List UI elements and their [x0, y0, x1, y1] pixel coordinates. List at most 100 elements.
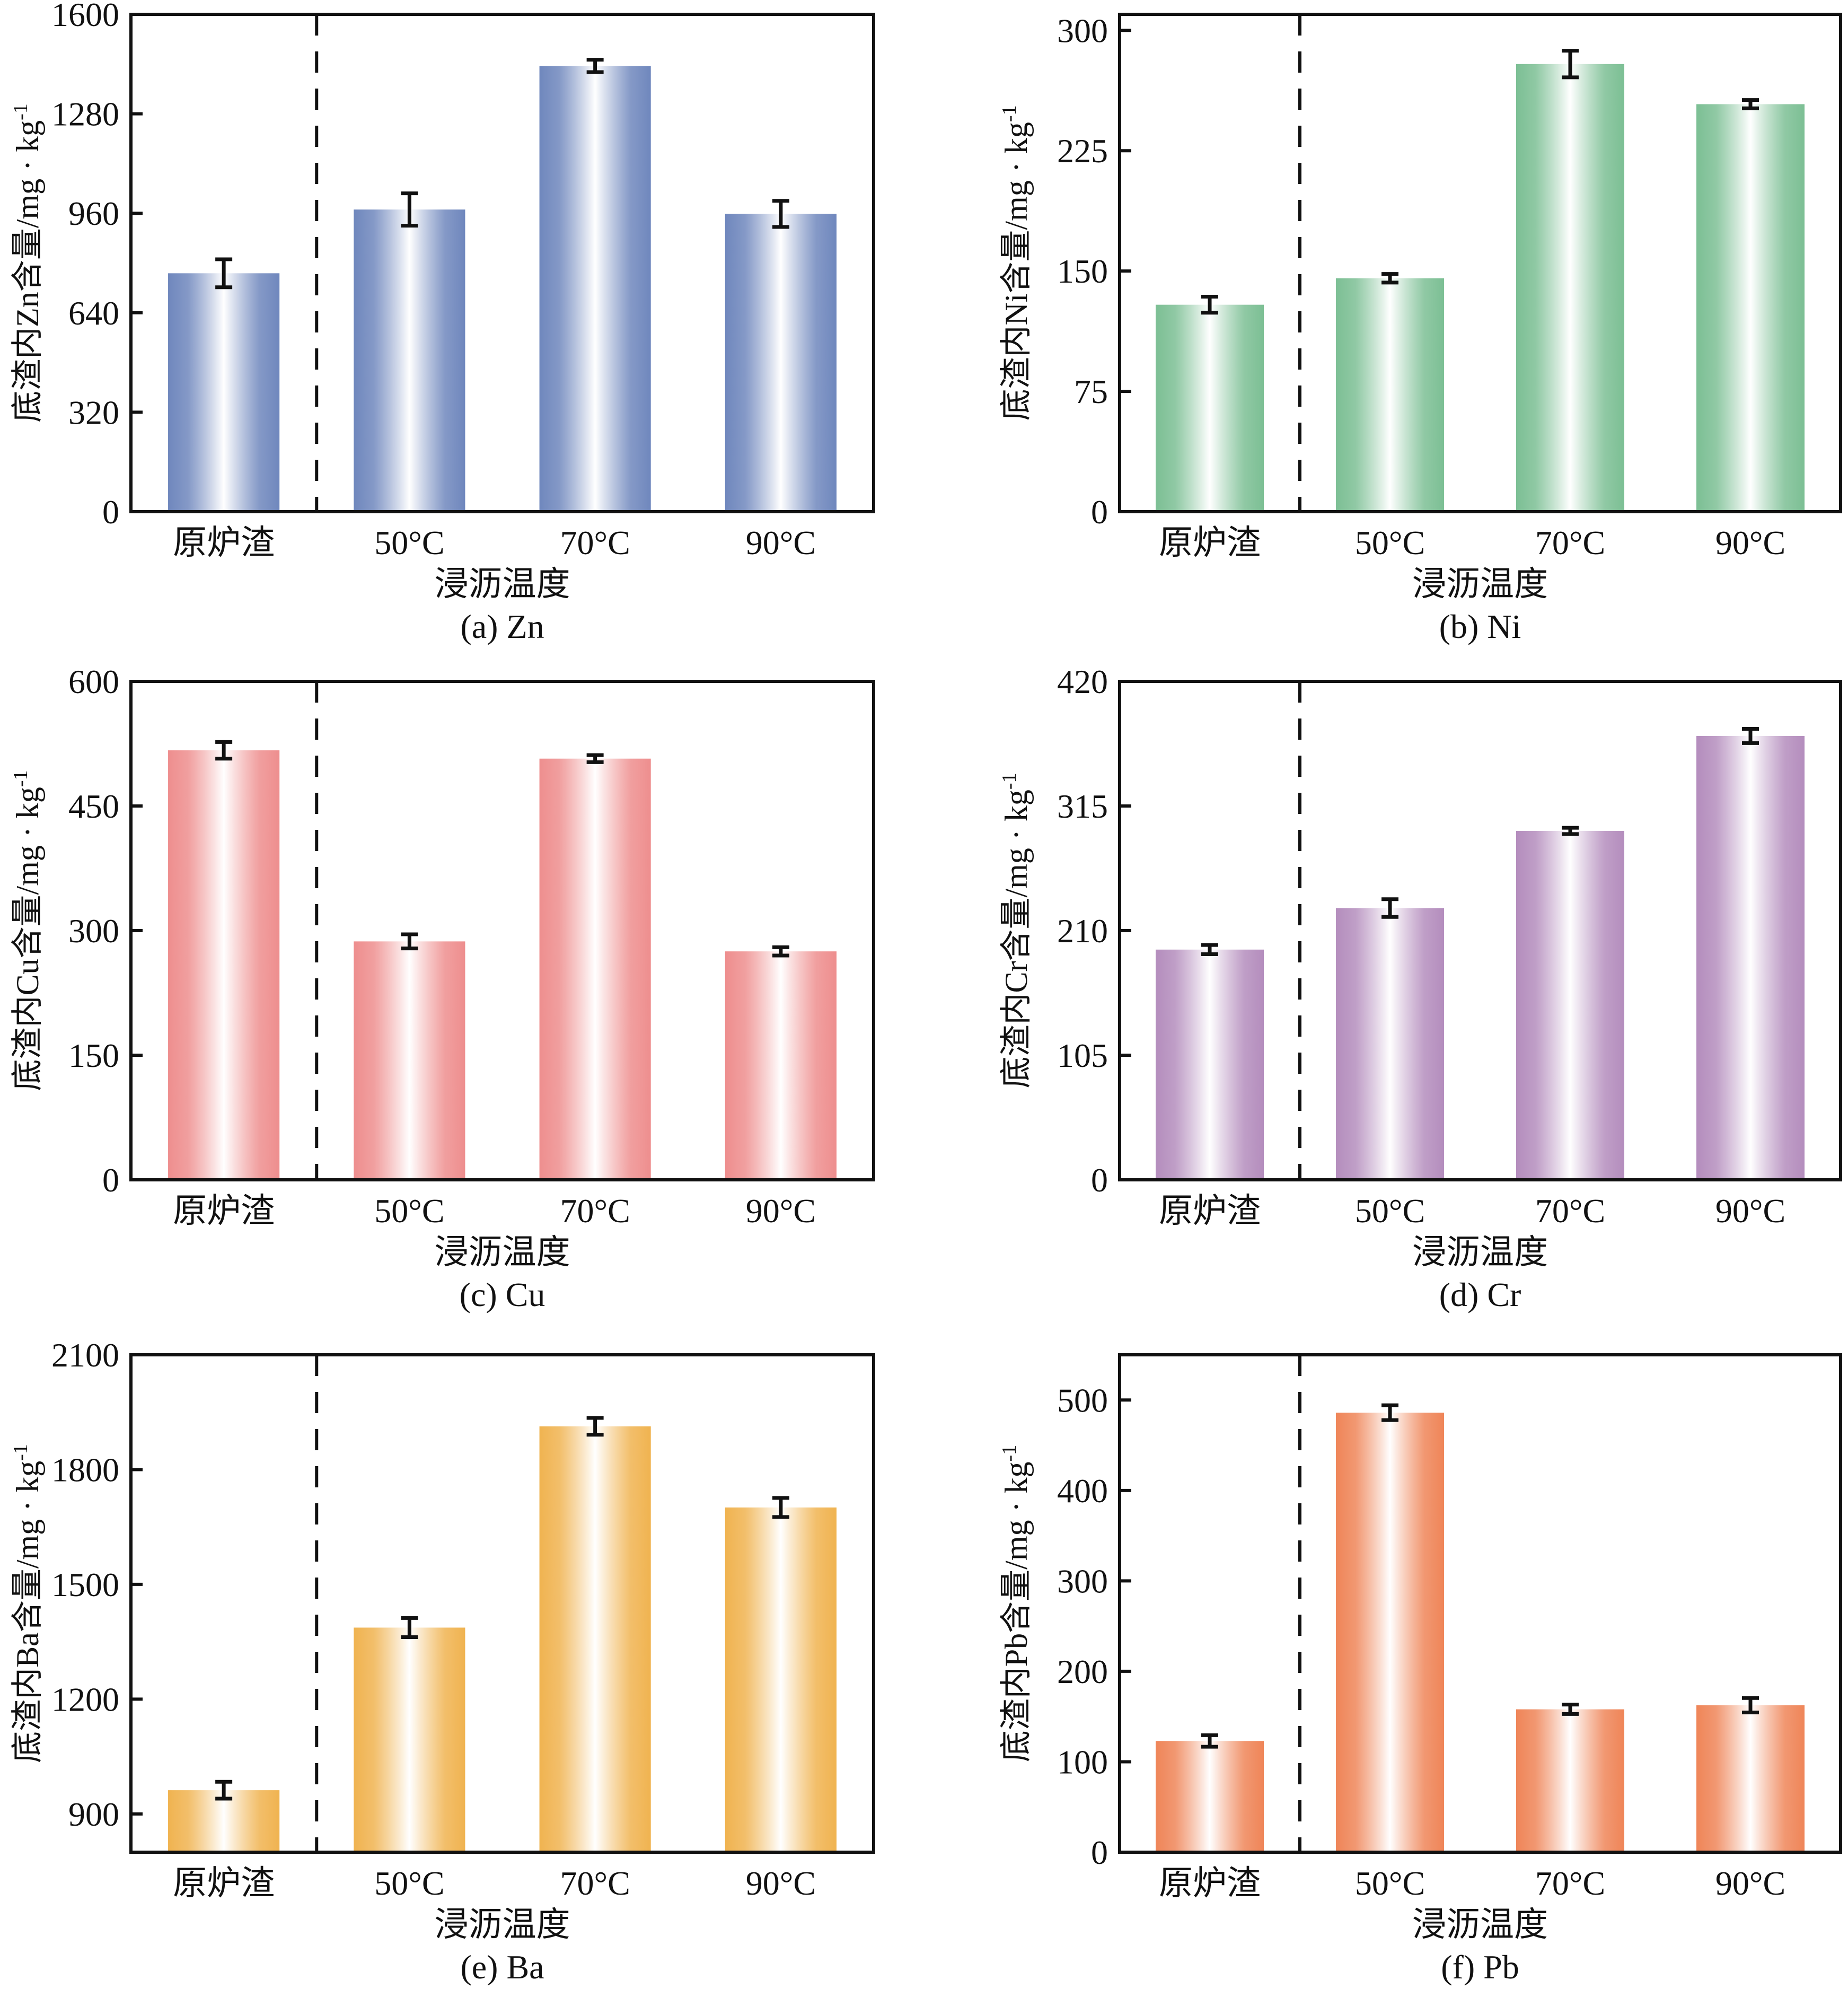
- panel-cu: 原炉渣 50°C 70°C 90°C 0 150 300 450 600 底渣内Cu含量/mg …: [10, 663, 875, 1313]
- y-tick-label: 210: [1057, 912, 1108, 950]
- y-tick-label: 300: [68, 912, 119, 950]
- panel-caption: (b) Ni: [1439, 608, 1521, 645]
- y-tick-label: 150: [1057, 252, 1108, 290]
- y-tick-label: 0: [102, 493, 119, 531]
- error-bar-2: [586, 58, 604, 74]
- bar-0: [1156, 949, 1264, 1180]
- y-tick-label: 960: [68, 195, 119, 232]
- error-bar-1: [1381, 897, 1398, 919]
- bar-0: [168, 750, 280, 1180]
- plot-frame: [1118, 1353, 1842, 1854]
- bar-2: [539, 758, 651, 1180]
- y-tick-label: 1200: [51, 1680, 119, 1718]
- x-tick-label: 原炉渣: [1159, 1192, 1261, 1230]
- y-tick-label: 300: [1057, 12, 1108, 49]
- x-tick-label: 50°C: [374, 524, 444, 562]
- x-tick-label: 原炉渣: [1159, 1864, 1261, 1902]
- plot-frame: [1118, 13, 1842, 513]
- x-tick-label: 50°C: [1355, 1192, 1425, 1230]
- bar-0: [1156, 1741, 1264, 1852]
- x-tick-label: 70°C: [1535, 524, 1605, 562]
- x-axis-title: 浸沥温度: [435, 1906, 570, 1943]
- bar-2: [539, 66, 651, 512]
- error-bar-0: [215, 257, 233, 290]
- x-tick-label: 原炉渣: [173, 1864, 275, 1902]
- x-tick-label: 70°C: [1535, 1864, 1605, 1902]
- bar-0: [168, 273, 280, 512]
- plot-frame: [129, 1353, 875, 1854]
- bar-3: [1696, 1705, 1805, 1852]
- y-tick-label: 640: [68, 294, 119, 332]
- error-bar-2: [1562, 826, 1579, 836]
- bar-3: [725, 951, 837, 1180]
- x-tick-label: 50°C: [374, 1192, 444, 1230]
- marks: 原炉渣 50°C 70°C 90°C 0 100 200 300 400 500: [1057, 1353, 1842, 1902]
- error-bar-3: [772, 1496, 789, 1519]
- panel-ni: 原炉渣 50°C 70°C 90°C 0 75 150 225 300 底渣内Ni含量/mg ·…: [998, 12, 1842, 645]
- bar-1: [354, 941, 465, 1180]
- x-tick-label: 90°C: [1715, 524, 1785, 562]
- y-tick-label: 0: [1091, 1161, 1108, 1199]
- error-bar-0: [215, 740, 233, 761]
- plot-frame: [129, 680, 875, 1181]
- marks: 原炉渣 50°C 70°C 90°C 0 320 640 960 1280 1600: [51, 0, 875, 562]
- x-tick-label: 50°C: [374, 1864, 444, 1902]
- marks: 原炉渣 50°C 70°C 90°C 0 150 300 450 600: [68, 663, 875, 1230]
- plot-frame: [1118, 680, 1842, 1181]
- y-tick-label: 450: [68, 787, 119, 825]
- y-axis-title: 底渣内Pb含量/mg · kg-1: [998, 1445, 1034, 1762]
- y-tick-label: 315: [1057, 787, 1108, 825]
- x-tick-label: 原炉渣: [1159, 524, 1261, 562]
- bar-2: [1516, 1709, 1624, 1852]
- bar-3: [725, 214, 837, 512]
- bar-2: [1516, 64, 1624, 512]
- bar-1: [354, 209, 465, 512]
- error-bar-0: [1201, 295, 1218, 315]
- y-axis-title: 底渣内Ni含量/mg · kg-1: [998, 106, 1034, 421]
- bar-3: [1696, 104, 1805, 512]
- y-tick-label: 900: [68, 1795, 119, 1833]
- bar-0: [1156, 304, 1264, 512]
- y-tick-label: 320: [68, 393, 119, 431]
- bar-1: [1336, 908, 1444, 1180]
- y-tick-label: 500: [1057, 1381, 1108, 1419]
- error-bar-2: [586, 1416, 604, 1437]
- error-bar-0: [1201, 1733, 1218, 1749]
- y-tick-label: 420: [1057, 663, 1108, 700]
- x-tick-label: 90°C: [746, 1864, 816, 1902]
- y-axis-title: 底渣内Zn含量/mg · kg-1: [10, 103, 45, 423]
- panel-cr: 原炉渣 50°C 70°C 90°C 0 105 210 315 420 底渣内Cr含量/mg …: [998, 663, 1842, 1313]
- x-tick-label: 50°C: [1355, 524, 1425, 562]
- y-tick-label: 1280: [51, 95, 119, 133]
- x-axis-title: 浸沥温度: [1412, 1906, 1548, 1943]
- bar-1: [354, 1627, 465, 1852]
- panel-caption: (c) Cu: [460, 1276, 545, 1313]
- y-tick-label: 150: [68, 1037, 119, 1074]
- y-tick-label: 225: [1057, 132, 1108, 170]
- x-tick-label: 原炉渣: [173, 524, 275, 562]
- x-axis-title: 浸沥温度: [435, 1233, 570, 1271]
- bar-1: [1336, 278, 1444, 512]
- error-bar-3: [772, 945, 789, 958]
- x-tick-label: 90°C: [746, 524, 816, 562]
- x-tick-label: 90°C: [1715, 1864, 1785, 1902]
- panel-caption: (d) Cr: [1439, 1276, 1521, 1313]
- panel-caption: (f) Pb: [1441, 1948, 1519, 1986]
- x-tick-label: 50°C: [1355, 1864, 1425, 1902]
- y-axis-title: 底渣内Cr含量/mg · kg-1: [998, 773, 1034, 1089]
- x-tick-label: 70°C: [1535, 1192, 1605, 1230]
- y-tick-label: 0: [1091, 493, 1108, 531]
- y-tick-label: 200: [1057, 1653, 1108, 1690]
- error-bar-0: [1201, 943, 1218, 957]
- marks: 原炉渣 50°C 70°C 90°C 0 105 210 315 420: [1057, 663, 1842, 1230]
- y-tick-label: 0: [1091, 1834, 1108, 1871]
- x-axis-title: 浸沥温度: [1412, 565, 1548, 603]
- error-bar-1: [401, 1616, 418, 1639]
- bar-3: [1696, 735, 1805, 1180]
- error-bar-1: [1381, 272, 1398, 285]
- x-tick-label: 90°C: [746, 1192, 816, 1230]
- x-axis-title: 浸沥温度: [435, 565, 570, 603]
- x-tick-label: 70°C: [560, 1192, 630, 1230]
- panel-ba: 原炉渣 50°C 70°C 90°C 900 1200 1500 1800 2100 底渣内Ba…: [10, 1336, 875, 1986]
